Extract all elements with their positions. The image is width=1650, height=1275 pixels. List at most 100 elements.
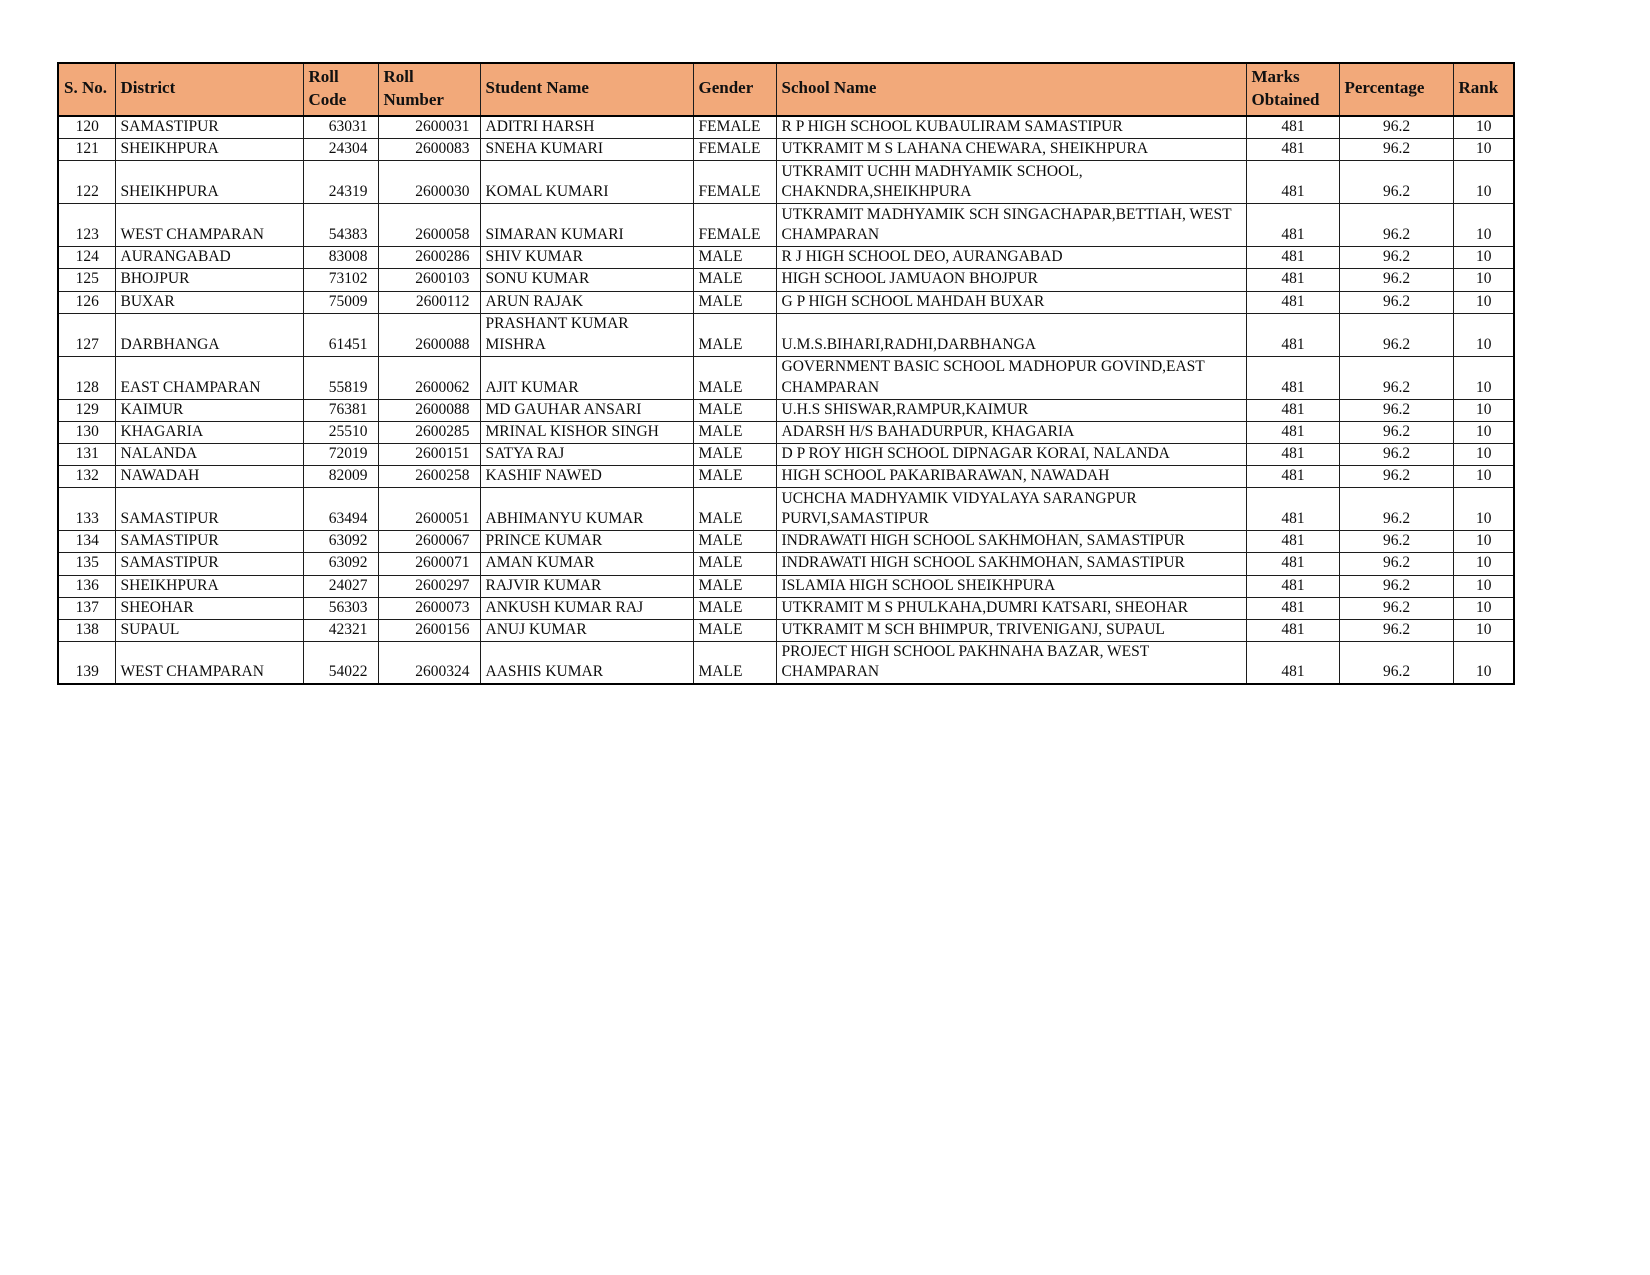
cell-rank: 10 — [1452, 138, 1515, 162]
table-row: 128 EAST CHAMPARAN 55819 2600062 AJIT KUMAR M… — [57, 355, 1515, 400]
cell-sno: 128 — [57, 355, 116, 400]
cell-student_name: AJIT KUMAR — [479, 355, 694, 400]
cell-roll_number: 2600156 — [377, 618, 481, 642]
cell-roll_number: 2600073 — [377, 596, 481, 620]
cell-school_name: INDRAWATI HIGH SCHOOL SAKHMOHAN, SAMASTI… — [775, 530, 1247, 554]
cell-roll_number: 2600030 — [377, 160, 481, 205]
cell-district: SAMASTIPUR — [114, 530, 304, 554]
cell-roll_code: 61451 — [302, 312, 379, 357]
cell-school_name: D P ROY HIGH SCHOOL DIPNAGAR KORAI, NALA… — [775, 442, 1247, 467]
cell-roll_code: 55819 — [302, 355, 379, 400]
cell-marks: 481 — [1245, 465, 1340, 489]
table-row: 133 SAMASTIPUR 63494 2600051 ABHIMANYU KUMAR… — [57, 487, 1515, 532]
cell-school_name: ADARSH H/S BAHADURPUR, KHAGARIA — [775, 420, 1247, 444]
cell-school_name: UTKRAMIT M S PHULKAHA,DUMRI KATSARI, SHE… — [775, 596, 1247, 620]
cell-district: EAST CHAMPARAN — [114, 355, 304, 400]
cell-roll_number: 2600088 — [377, 398, 481, 422]
cell-percentage: 96.2 — [1338, 398, 1454, 422]
cell-percentage: 96.2 — [1338, 530, 1454, 554]
cell-marks: 481 — [1245, 530, 1340, 554]
cell-gender: MALE — [692, 442, 777, 467]
cell-district: SUPAUL — [114, 618, 304, 642]
cell-marks: 481 — [1245, 640, 1340, 685]
cell-student_name: AASHIS KUMAR — [479, 640, 694, 685]
cell-percentage: 96.2 — [1338, 138, 1454, 162]
cell-roll_code: 24319 — [302, 160, 379, 205]
cell-roll_number: 2600062 — [377, 355, 481, 400]
cell-sno: 135 — [57, 552, 116, 576]
cell-roll_number: 2600058 — [377, 203, 481, 248]
cell-marks: 481 — [1245, 312, 1340, 357]
cell-percentage: 96.2 — [1338, 268, 1454, 292]
column-header-student_name: Student Name — [479, 62, 694, 117]
cell-marks: 481 — [1245, 487, 1340, 532]
cell-gender: MALE — [692, 487, 777, 532]
cell-roll_number: 2600103 — [377, 268, 481, 292]
cell-sno: 137 — [57, 596, 116, 620]
cell-percentage: 96.2 — [1338, 442, 1454, 467]
cell-district: KHAGARIA — [114, 420, 304, 444]
cell-district: SAMASTIPUR — [114, 552, 304, 576]
cell-school_name: GOVERNMENT BASIC SCHOOL MADHOPUR GOVIND,… — [775, 355, 1247, 400]
cell-gender: FEMALE — [692, 115, 777, 140]
cell-marks: 481 — [1245, 290, 1340, 314]
cell-rank: 10 — [1452, 398, 1515, 422]
cell-gender: MALE — [692, 530, 777, 554]
cell-gender: MALE — [692, 574, 777, 598]
column-header-marks: Marks Obtained — [1245, 62, 1340, 117]
cell-district: SHEIKHPURA — [114, 160, 304, 205]
cell-rank: 10 — [1452, 160, 1515, 205]
cell-student_name: ADITRI HARSH — [479, 115, 694, 140]
cell-marks: 481 — [1245, 574, 1340, 598]
cell-sno: 131 — [57, 442, 116, 467]
cell-gender: MALE — [692, 618, 777, 642]
cell-student_name: SHIV KUMAR — [479, 246, 694, 270]
cell-marks: 481 — [1245, 268, 1340, 292]
cell-student_name: SNEHA KUMARI — [479, 138, 694, 162]
cell-district: SHEIKHPURA — [114, 138, 304, 162]
cell-roll_code: 63092 — [302, 552, 379, 576]
cell-roll_code: 24027 — [302, 574, 379, 598]
cell-rank: 10 — [1452, 640, 1515, 685]
cell-sno: 123 — [57, 203, 116, 248]
cell-gender: FEMALE — [692, 138, 777, 162]
table-row: 129 KAIMUR 76381 2600088 MD GAUHAR ANSARI MAL… — [57, 398, 1515, 422]
cell-sno: 126 — [57, 290, 116, 314]
cell-roll_number: 2600285 — [377, 420, 481, 444]
cell-percentage: 96.2 — [1338, 574, 1454, 598]
cell-percentage: 96.2 — [1338, 618, 1454, 642]
cell-rank: 10 — [1452, 355, 1515, 400]
cell-school_name: U.M.S.BIHARI,RADHI,DARBHANGA — [775, 312, 1247, 357]
table-row: 124 AURANGABAD 83008 2600286 SHIV KUMAR MALE R… — [57, 246, 1515, 270]
column-header-sno: S. No. — [57, 62, 116, 117]
cell-marks: 481 — [1245, 398, 1340, 422]
table-row: 136 SHEIKHPURA 24027 2600297 RAJVIR KUMAR MAL… — [57, 574, 1515, 598]
cell-school_name: R P HIGH SCHOOL KUBAULIRAM SAMASTIPUR — [775, 115, 1247, 140]
cell-gender: MALE — [692, 596, 777, 620]
cell-sno: 121 — [57, 138, 116, 162]
cell-roll_number: 2600112 — [377, 290, 481, 314]
cell-roll_code: 75009 — [302, 290, 379, 314]
cell-student_name: ABHIMANYU KUMAR — [479, 487, 694, 532]
cell-rank: 10 — [1452, 290, 1515, 314]
cell-percentage: 96.2 — [1338, 420, 1454, 444]
cell-percentage: 96.2 — [1338, 487, 1454, 532]
cell-roll_number: 2600031 — [377, 115, 481, 140]
table-row: 132 NAWADAH 82009 2600258 KASHIF NAWED MALE HI… — [57, 465, 1515, 489]
cell-district: NALANDA — [114, 442, 304, 467]
cell-marks: 481 — [1245, 160, 1340, 205]
cell-roll_number: 2600151 — [377, 442, 481, 467]
cell-roll_code: 82009 — [302, 465, 379, 489]
cell-roll_code: 76381 — [302, 398, 379, 422]
cell-roll_number: 2600258 — [377, 465, 481, 489]
cell-roll_number: 2600071 — [377, 552, 481, 576]
cell-percentage: 96.2 — [1338, 160, 1454, 205]
cell-district: SAMASTIPUR — [114, 487, 304, 532]
cell-rank: 10 — [1452, 203, 1515, 248]
cell-rank: 10 — [1452, 246, 1515, 270]
cell-gender: MALE — [692, 398, 777, 422]
table-row: 125 BHOJPUR 73102 2600103 SONU KUMAR MALE HIGH… — [57, 268, 1515, 292]
cell-sno: 136 — [57, 574, 116, 598]
cell-student_name: SIMARAN KUMARI — [479, 203, 694, 248]
